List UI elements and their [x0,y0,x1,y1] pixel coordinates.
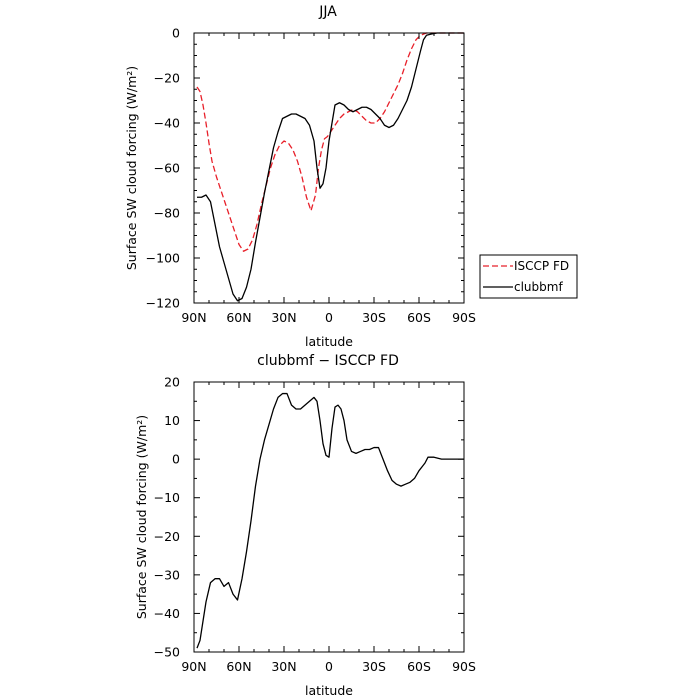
bottom-x-tick-label-5: 60S [407,659,431,674]
top-series-line-clubbmf [197,32,464,302]
bottom-panel: clubbmf − ISCCP FD 90N 60N 30N 0 30S 60S 90S 20… [134,353,476,698]
bottom-x-tick-label-4: 30S [362,659,386,674]
bottom-x-tick-label-2: 30N [271,659,296,674]
bottom-y-tick-label-4: −20 [154,529,180,544]
bottom-series-layer [196,392,464,649]
bottom-y-tick-label-1: 10 [164,413,180,428]
legend: ISCCP FD clubbmf [479,254,578,299]
top-y-tick-label-4: −80 [154,206,180,221]
top-x-tick-label-2: 30N [271,310,296,325]
legend-box [479,254,578,299]
bottom-y-tick-label-5: −30 [154,567,180,582]
bottom-y-tick-label-3: −10 [154,490,180,505]
top-x-tick-label-0: 90N [181,310,206,325]
bottom-plot-frame [193,381,465,653]
bottom-y-tick-label-0: 20 [164,375,180,390]
top-x-tick-label-4: 30S [362,310,386,325]
legend-label-clubbmf: clubbmf [514,280,563,294]
bottom-x-axis-label: latitude [305,683,353,698]
top-x-tick-label-5: 60S [407,310,431,325]
bottom-x-tick-label-1: 60N [226,659,251,674]
bottom-chart-title: clubbmf − ISCCP FD [257,353,399,369]
top-chart-title: JJA [318,4,337,20]
top-x-tick-label-1: 60N [226,310,251,325]
top-y-tick-label-2: −40 [154,116,180,131]
bottom-y-tick-label-6: −40 [154,606,180,621]
top-panel: JJA 90N 60N 30N 0 30S 60S 90S 0 −20 −40 −60 −80 −100… [124,4,578,349]
bottom-axes: 90N 60N 30N 0 30S 60S 90S 20 10 0 −10 −20 −30 −40 −50 [154,375,476,675]
top-axes: 90N 60N 30N 0 30S 60S 90S 0 −20 −40 −60 −80 −100 −120 [146,26,476,326]
top-y-tick-label-0: 0 [172,26,180,41]
bottom-x-tick-label-6: 90S [452,659,476,674]
bottom-y-axis-label: Surface SW cloud forcing (W/m²) [134,415,149,619]
bottom-series-line-0 [196,392,464,649]
top-series-line-isccp-fd [196,32,464,252]
top-series-layer [196,32,464,302]
bottom-x-tick-label-0: 90N [181,659,206,674]
top-plot-frame [193,32,465,304]
bottom-y-tick-label-7: −50 [154,645,180,660]
top-x-tick-label-6: 90S [452,310,476,325]
top-y-tick-label-5: −100 [146,251,180,266]
top-y-tick-label-1: −20 [154,71,180,86]
top-y-tick-label-6: −120 [146,296,180,311]
legend-label-isccp: ISCCP FD [514,259,569,273]
top-y-axis-label: Surface SW cloud forcing (W/m²) [124,66,139,270]
bottom-y-tick-label-2: 0 [172,452,180,467]
top-x-axis-label: latitude [305,334,353,349]
top-x-tick-label-3: 0 [325,310,333,325]
top-y-tick-label-3: −60 [154,161,180,176]
bottom-x-tick-label-3: 0 [325,659,333,674]
